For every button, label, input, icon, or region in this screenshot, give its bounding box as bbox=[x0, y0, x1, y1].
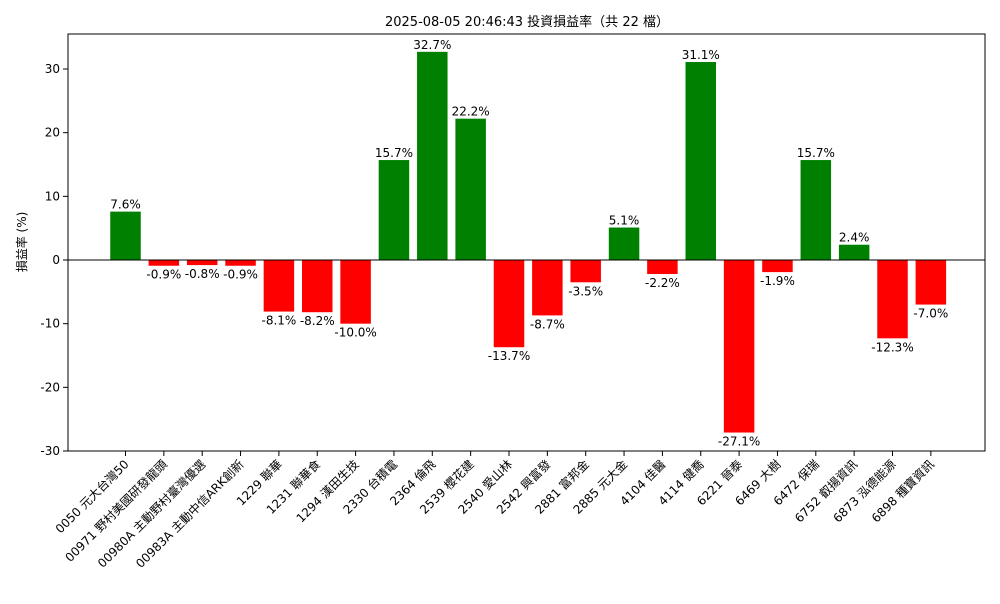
bar-20 bbox=[838, 244, 870, 261]
bar-10 bbox=[455, 118, 486, 260]
data-label-18: -1.9% bbox=[760, 274, 795, 288]
bar-12 bbox=[532, 260, 563, 316]
bar-4 bbox=[225, 260, 256, 266]
data-label-20: 2.4% bbox=[839, 231, 870, 245]
bar-16 bbox=[685, 62, 716, 261]
data-label-5: -8.1% bbox=[261, 314, 296, 328]
data-label-16: 31.1% bbox=[682, 48, 720, 62]
bar-2 bbox=[148, 260, 180, 266]
data-label-6: -8.2% bbox=[300, 314, 335, 328]
bar-21 bbox=[877, 260, 908, 339]
bar-17 bbox=[723, 260, 755, 433]
bar-13 bbox=[570, 260, 601, 283]
data-label-13: -3.5% bbox=[568, 284, 603, 298]
data-label-10: 22.2% bbox=[452, 105, 490, 119]
data-label-11: -13.7% bbox=[488, 349, 530, 363]
bar-9 bbox=[417, 51, 448, 261]
data-label-17: -27.1% bbox=[718, 435, 760, 449]
bar-14 bbox=[608, 227, 640, 261]
data-label-2: -0.9% bbox=[146, 268, 181, 282]
data-label-1: 7.6% bbox=[110, 198, 141, 212]
bar-3 bbox=[186, 260, 218, 266]
y-axis-label: 損益率 (%) bbox=[14, 212, 29, 273]
data-label-12: -8.7% bbox=[530, 317, 565, 331]
data-label-19: 15.7% bbox=[797, 146, 835, 160]
data-label-14: 5.1% bbox=[609, 214, 640, 228]
data-label-9: 32.7% bbox=[413, 38, 451, 52]
bar-5 bbox=[263, 260, 295, 312]
bar-11 bbox=[493, 260, 525, 348]
bar-7 bbox=[340, 260, 371, 324]
data-label-4: -0.9% bbox=[223, 268, 258, 282]
data-label-22: -7.0% bbox=[913, 307, 948, 321]
data-label-3: -0.8% bbox=[185, 267, 220, 281]
bar-22 bbox=[915, 260, 947, 305]
y-tick-label-5: 10 bbox=[45, 189, 60, 203]
y-tick-label-7: 30 bbox=[45, 62, 60, 76]
bar-6 bbox=[302, 260, 333, 313]
data-label-21: -12.3% bbox=[871, 340, 913, 354]
bar-18 bbox=[762, 260, 793, 273]
chart-title: 2025-08-05 20:46:43 投資損益率（共 22 檔） bbox=[385, 14, 669, 30]
data-label-15: -2.2% bbox=[645, 276, 680, 290]
y-tick-label-2: -20 bbox=[40, 380, 60, 394]
bar-8 bbox=[378, 160, 410, 260]
y-tick-label-4: 0 bbox=[52, 253, 60, 267]
y-tick-label-1: -30 bbox=[40, 444, 60, 458]
bar-1 bbox=[110, 211, 141, 260]
data-label-8: 15.7% bbox=[375, 146, 413, 160]
y-tick-label-6: 20 bbox=[45, 126, 60, 140]
bar-19 bbox=[800, 160, 832, 260]
y-tick-label-3: -10 bbox=[40, 317, 60, 331]
plot-frame bbox=[67, 33, 986, 452]
bar-15 bbox=[647, 260, 678, 275]
data-label-7: -10.0% bbox=[334, 326, 376, 340]
